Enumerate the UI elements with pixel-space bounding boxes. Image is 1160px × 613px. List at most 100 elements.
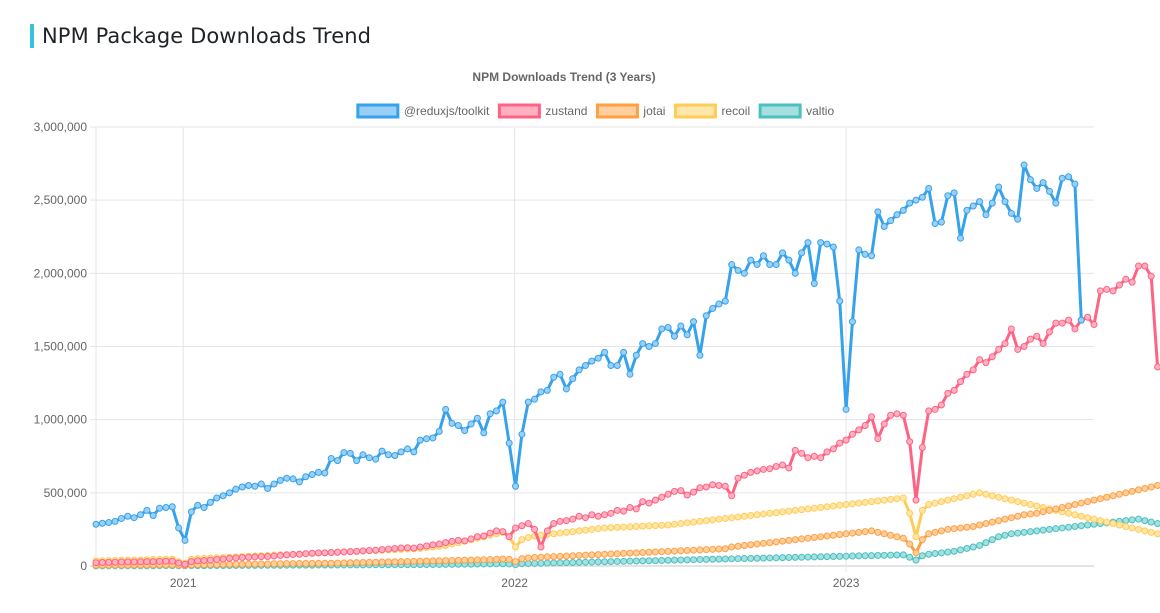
data-point (620, 549, 628, 557)
data-point (1096, 495, 1104, 503)
data-point (594, 525, 602, 533)
data-point (817, 553, 825, 561)
data-point (677, 556, 685, 564)
data-point (543, 559, 551, 567)
data-point (1115, 521, 1123, 529)
data-point (1147, 528, 1155, 536)
data-point (601, 550, 609, 558)
data-point (569, 552, 577, 560)
data-point (887, 411, 895, 419)
data-point (658, 521, 666, 529)
data-point (543, 553, 551, 561)
page-header: NPM Package Downloads Trend (30, 24, 371, 48)
data-point (906, 438, 914, 446)
data-point (664, 556, 672, 564)
data-point (194, 557, 202, 565)
data-point (467, 535, 475, 543)
data-point (728, 261, 736, 269)
data-point (861, 250, 869, 258)
data-point (181, 536, 189, 544)
data-point (950, 495, 958, 503)
data-point (334, 548, 342, 556)
data-point (804, 239, 812, 247)
data-point (289, 550, 297, 558)
data-point (1154, 530, 1160, 538)
data-point (556, 552, 564, 560)
data-point (550, 553, 558, 561)
data-point (289, 560, 297, 568)
data-point (321, 469, 329, 477)
data-point (785, 554, 793, 562)
data-point (734, 513, 742, 521)
data-point (785, 256, 793, 264)
legend-label: valtio (806, 104, 834, 118)
data-point (454, 556, 462, 564)
y-tick-label: 2,000,000 (34, 266, 88, 280)
data-point (613, 506, 621, 514)
chart-legend: @reduxjs/toolkit zustand jotai recoil valtio (356, 103, 834, 119)
data-point (944, 389, 952, 397)
data-point (378, 558, 386, 566)
legend-item[interactable]: jotai (595, 103, 665, 119)
data-point (772, 554, 780, 562)
data-point (524, 533, 532, 541)
data-point (257, 480, 265, 488)
data-point (709, 545, 717, 553)
data-point (270, 560, 278, 568)
data-point (1046, 187, 1053, 195)
data-point (276, 560, 284, 568)
legend-item[interactable]: zustand (497, 103, 587, 119)
data-point (556, 559, 564, 567)
data-point (613, 523, 621, 531)
data-point (556, 370, 564, 378)
data-point (639, 498, 647, 506)
data-point (747, 554, 755, 562)
data-point (690, 546, 698, 554)
data-point (130, 558, 138, 566)
data-point (810, 553, 818, 561)
data-point (848, 552, 856, 560)
data-point (645, 499, 653, 507)
data-point (670, 520, 678, 528)
data-point (988, 492, 996, 500)
data-point (537, 559, 545, 567)
data-point (791, 553, 799, 561)
data-point (957, 234, 965, 242)
data-point (562, 559, 570, 567)
data-point (175, 524, 183, 532)
data-point (117, 558, 125, 566)
data-point (1065, 502, 1073, 510)
data-point (639, 340, 647, 348)
data-point (550, 373, 558, 381)
legend-item[interactable]: valtio (758, 103, 834, 119)
data-point (213, 556, 221, 564)
legend-item[interactable]: recoil (673, 103, 750, 119)
data-point (454, 422, 462, 430)
data-point (880, 496, 888, 504)
data-point (836, 297, 844, 305)
data-point (963, 206, 971, 214)
data-point (988, 518, 996, 526)
data-point (238, 483, 246, 491)
data-point (308, 559, 316, 567)
data-point (976, 356, 984, 364)
data-point (893, 495, 901, 503)
data-point (365, 558, 373, 566)
data-point (98, 519, 106, 527)
data-point (912, 556, 920, 564)
data-point (950, 386, 958, 394)
data-point (620, 348, 628, 356)
data-point (473, 414, 481, 422)
data-point (1128, 516, 1136, 524)
data-point (829, 243, 837, 251)
data-point (734, 542, 742, 550)
data-point (937, 218, 945, 226)
data-point (658, 325, 666, 333)
data-point (1071, 511, 1079, 519)
data-point (690, 518, 698, 526)
data-point (918, 536, 926, 544)
legend-item[interactable]: @reduxjs/toolkit (356, 103, 490, 119)
data-point (779, 554, 787, 562)
data-point (384, 545, 392, 553)
data-point (810, 504, 818, 512)
